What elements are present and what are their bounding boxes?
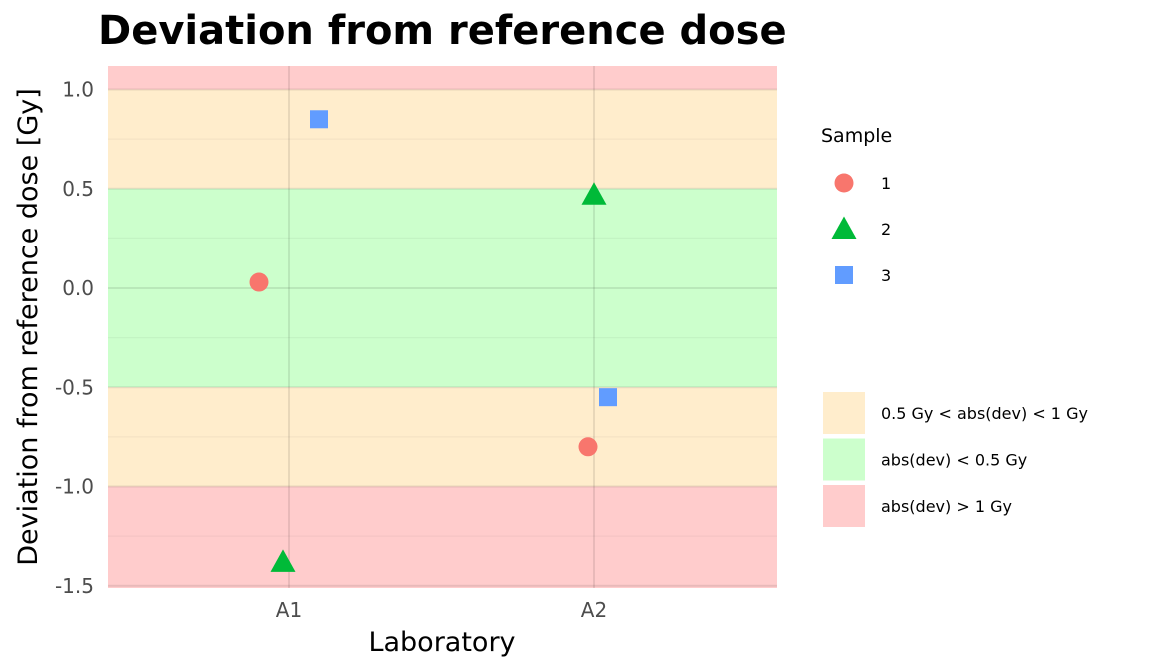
y-tick-label: 1.0 — [62, 78, 94, 102]
x-axis-title: Laboratory — [368, 627, 515, 658]
legend-label: 1 — [881, 174, 891, 193]
legend-key — [831, 216, 857, 239]
y-tick-label: -1.0 — [55, 475, 94, 499]
legend-band-label: abs(dev) > 1 Gy — [881, 497, 1012, 516]
data-point — [578, 437, 598, 457]
legend-bands: 0.5 Gy < abs(dev) < 1 Gy abs(dev) < 0.5 G… — [823, 392, 1088, 527]
y-axis-ticks: 1.0 0.5 0.0 -0.5 -1.0 -1.5 — [55, 78, 94, 598]
legend-label: 2 — [881, 220, 891, 239]
legend-sample: Sample 1 2 3 — [821, 125, 892, 285]
x-tick-label: A1 — [276, 598, 302, 622]
band-region — [108, 89, 777, 189]
band-region — [108, 188, 777, 388]
data-point — [310, 110, 328, 129]
y-tick-label: -0.5 — [55, 375, 94, 399]
legend-swatch — [823, 438, 865, 481]
legend-band-label: 0.5 Gy < abs(dev) < 1 Gy — [881, 404, 1088, 423]
data-point — [249, 272, 269, 292]
legend-title: Sample — [821, 125, 892, 147]
grid — [108, 66, 777, 588]
plot-background — [108, 66, 777, 588]
x-axis-ticks: A1 A2 — [276, 598, 607, 622]
legend-swatch — [823, 485, 865, 527]
data-point — [581, 182, 607, 205]
data-point — [270, 549, 296, 572]
y-tick-label: 0.0 — [62, 276, 94, 300]
data-point — [599, 388, 617, 407]
chart-title: Deviation from reference dose — [98, 8, 787, 54]
band-region — [108, 387, 777, 487]
y-tick-label: -1.5 — [55, 574, 94, 598]
legend-swatch — [823, 392, 865, 434]
band-region — [108, 66, 777, 90]
y-tick-label: 0.5 — [62, 177, 94, 201]
data-points — [249, 110, 617, 572]
x-tick-label: A2 — [581, 598, 607, 622]
band-region — [108, 486, 777, 588]
y-axis-title: Deviation from reference dose [Gy] — [13, 88, 44, 566]
legend-key — [835, 266, 853, 284]
legend-label: 3 — [881, 266, 891, 285]
legend-key — [834, 173, 854, 193]
legend-band-label: abs(dev) < 0.5 Gy — [881, 451, 1027, 470]
